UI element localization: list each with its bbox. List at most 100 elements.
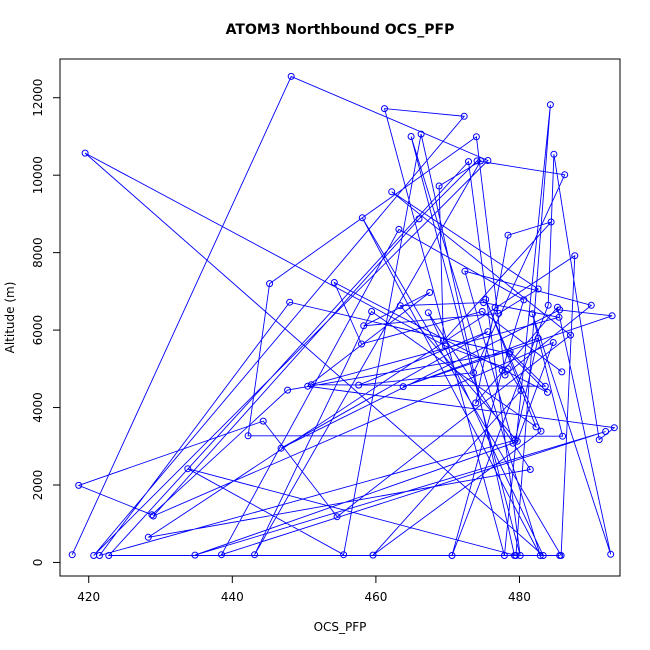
chart-title: ATOM3 Northbound OCS_PFP <box>226 22 455 38</box>
data-point <box>571 252 579 260</box>
data-point <box>426 289 434 296</box>
data-series-layer <box>68 72 618 559</box>
data-point <box>218 551 225 559</box>
data-point <box>439 337 447 345</box>
data-point <box>358 340 365 348</box>
data-point <box>561 171 569 179</box>
data-point <box>381 105 388 113</box>
data-point <box>330 279 338 286</box>
data-point <box>149 512 157 520</box>
data-point <box>75 481 83 489</box>
data-point <box>340 551 348 559</box>
y-tick-label: 0 <box>31 559 45 567</box>
data-point <box>608 312 616 320</box>
data-point <box>477 157 485 165</box>
data-point <box>244 432 252 440</box>
y-tick-label: 8000 <box>31 237 45 268</box>
data-point <box>68 551 76 559</box>
data-point <box>96 552 103 559</box>
data-point <box>498 366 506 374</box>
data-point <box>539 552 547 559</box>
data-point <box>567 331 574 339</box>
data-point <box>516 552 524 559</box>
data-point <box>491 304 499 312</box>
data-point <box>484 157 492 164</box>
data-point <box>550 150 558 158</box>
data-point <box>355 381 363 389</box>
data-point <box>284 386 292 394</box>
data-point <box>266 280 274 288</box>
data-point <box>537 427 545 435</box>
data-point <box>144 533 152 541</box>
data-point <box>520 296 528 304</box>
data-point <box>549 339 557 346</box>
data-point <box>470 369 477 377</box>
data-point <box>396 302 404 310</box>
data-point <box>259 417 267 425</box>
data-point <box>81 149 89 157</box>
data-point <box>395 225 403 233</box>
data-point <box>148 511 156 519</box>
data-point <box>399 383 407 391</box>
data-point <box>304 382 312 390</box>
data-point <box>465 158 472 166</box>
data-point <box>472 399 480 407</box>
data-point <box>500 552 508 559</box>
data-point <box>461 267 469 275</box>
data-point <box>547 218 555 226</box>
data-point <box>595 436 603 444</box>
data-point <box>536 552 544 559</box>
data-point <box>532 423 540 431</box>
data-point <box>388 188 396 196</box>
x-tick-label: 480 <box>508 590 531 604</box>
data-point <box>517 387 525 394</box>
y-tick-label: 2000 <box>31 470 45 501</box>
y-axis: 0 2000 4000 6000 8000 10000 12000 <box>31 79 61 567</box>
data-point <box>424 309 432 317</box>
data-point <box>472 133 480 141</box>
data-point <box>484 328 492 336</box>
data-point <box>473 157 481 165</box>
data-point <box>251 551 259 559</box>
data-point <box>558 368 566 376</box>
data-point <box>333 513 341 521</box>
y-tick-label: 4000 <box>31 392 45 423</box>
data-point <box>511 436 519 444</box>
data-point <box>534 334 542 342</box>
y-tick-label: 6000 <box>31 315 45 346</box>
data-point <box>602 428 610 435</box>
x-tick-label: 440 <box>221 590 244 604</box>
data-point <box>541 382 549 390</box>
data-point <box>277 444 285 452</box>
data-point <box>478 308 486 315</box>
data-point <box>544 388 551 396</box>
data-point <box>555 313 563 321</box>
data-point <box>587 301 595 309</box>
data-point <box>415 215 423 223</box>
x-tick-label: 420 <box>77 590 100 604</box>
data-point <box>559 432 567 440</box>
data-point <box>480 299 488 307</box>
data-point <box>534 285 542 293</box>
data-point <box>460 112 468 120</box>
data-point <box>191 551 199 559</box>
data-point <box>505 350 513 358</box>
data-point <box>286 298 294 306</box>
data-point <box>544 301 552 309</box>
data-point <box>369 551 377 559</box>
data-point <box>526 466 534 473</box>
data-point <box>307 381 315 389</box>
x-axis: 420 440 460 480 <box>77 575 531 604</box>
data-point <box>417 130 425 138</box>
data-point <box>105 552 113 559</box>
data-point <box>435 182 443 190</box>
y-axis-title: Altitude (m) <box>3 282 17 354</box>
data-point <box>546 101 554 109</box>
series-line-0 <box>71 75 616 558</box>
y-tick-label: 12000 <box>31 79 45 117</box>
data-point <box>368 308 376 315</box>
data-point <box>184 465 192 473</box>
data-point <box>557 552 565 559</box>
